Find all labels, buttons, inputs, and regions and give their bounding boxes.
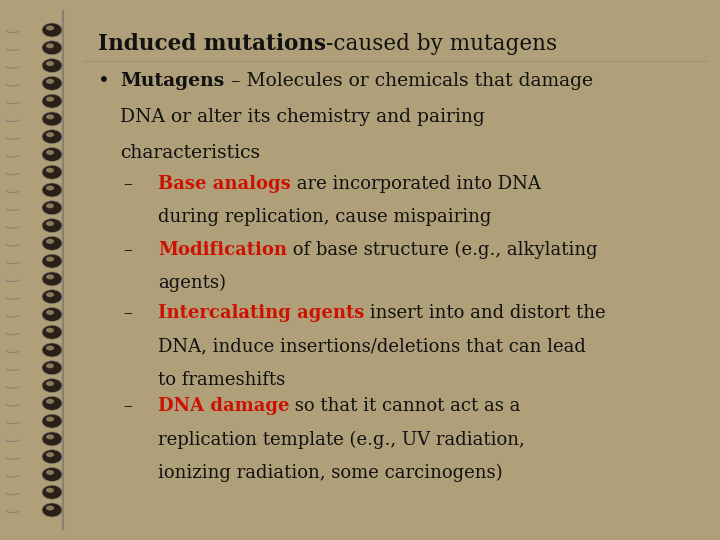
Text: •: • xyxy=(99,71,110,91)
Ellipse shape xyxy=(42,485,62,499)
Ellipse shape xyxy=(46,114,54,119)
Ellipse shape xyxy=(42,396,62,410)
Text: to frameshifts: to frameshifts xyxy=(158,371,285,389)
Text: –: – xyxy=(123,175,132,193)
Ellipse shape xyxy=(46,61,54,66)
Text: insert into and distort the: insert into and distort the xyxy=(364,305,606,322)
Ellipse shape xyxy=(46,256,54,261)
Text: –: – xyxy=(123,397,132,415)
Ellipse shape xyxy=(42,414,62,428)
Ellipse shape xyxy=(42,58,62,72)
Ellipse shape xyxy=(42,165,62,179)
Ellipse shape xyxy=(42,23,62,37)
Ellipse shape xyxy=(46,363,54,368)
Text: ionizing radiation, some carcinogens): ionizing radiation, some carcinogens) xyxy=(158,464,503,482)
Ellipse shape xyxy=(42,219,62,233)
Text: are incorporated into DNA: are incorporated into DNA xyxy=(291,175,541,193)
Text: –: – xyxy=(123,241,132,259)
Text: characteristics: characteristics xyxy=(120,144,261,161)
Ellipse shape xyxy=(46,328,54,333)
Ellipse shape xyxy=(42,325,62,339)
Ellipse shape xyxy=(46,470,54,475)
Ellipse shape xyxy=(46,434,54,440)
Text: DNA, induce insertions/deletions that can lead: DNA, induce insertions/deletions that ca… xyxy=(158,338,585,356)
Ellipse shape xyxy=(46,25,54,30)
Ellipse shape xyxy=(42,289,62,303)
Ellipse shape xyxy=(46,292,54,297)
Ellipse shape xyxy=(42,272,62,286)
Ellipse shape xyxy=(46,417,54,422)
Text: Induced mutations: Induced mutations xyxy=(99,33,326,55)
Ellipse shape xyxy=(42,130,62,144)
Ellipse shape xyxy=(42,379,62,393)
Ellipse shape xyxy=(46,203,54,208)
Text: Mutagens: Mutagens xyxy=(120,71,225,90)
Ellipse shape xyxy=(42,112,62,126)
Ellipse shape xyxy=(42,307,62,321)
Ellipse shape xyxy=(42,432,62,446)
Ellipse shape xyxy=(42,450,62,464)
Text: of base structure (e.g., alkylating: of base structure (e.g., alkylating xyxy=(287,241,598,259)
Text: Modification: Modification xyxy=(158,241,287,259)
Ellipse shape xyxy=(46,43,54,48)
Ellipse shape xyxy=(42,361,62,375)
Ellipse shape xyxy=(46,239,54,244)
Ellipse shape xyxy=(46,310,54,315)
Ellipse shape xyxy=(42,237,62,251)
Ellipse shape xyxy=(42,94,62,108)
Ellipse shape xyxy=(46,221,54,226)
Text: so that it cannot act as a: so that it cannot act as a xyxy=(289,397,521,415)
Ellipse shape xyxy=(42,76,62,90)
Ellipse shape xyxy=(46,399,54,404)
Text: Intercalating agents: Intercalating agents xyxy=(158,305,364,322)
Ellipse shape xyxy=(46,381,54,386)
Ellipse shape xyxy=(46,132,54,137)
Ellipse shape xyxy=(42,147,62,161)
Text: agents): agents) xyxy=(158,274,226,293)
Text: Base analogs: Base analogs xyxy=(158,175,291,193)
Text: –: – xyxy=(123,305,132,322)
Ellipse shape xyxy=(42,468,62,482)
Text: -caused by mutagens: -caused by mutagens xyxy=(326,33,557,55)
Text: DNA or alter its chemistry and pairing: DNA or alter its chemistry and pairing xyxy=(120,107,485,125)
Ellipse shape xyxy=(42,254,62,268)
Text: – Molecules or chemicals that damage: – Molecules or chemicals that damage xyxy=(225,71,593,90)
Ellipse shape xyxy=(46,150,54,155)
Ellipse shape xyxy=(46,488,54,492)
Text: DNA damage: DNA damage xyxy=(158,397,289,415)
Ellipse shape xyxy=(46,274,54,279)
Ellipse shape xyxy=(46,79,54,84)
Ellipse shape xyxy=(42,343,62,357)
Ellipse shape xyxy=(42,41,62,55)
Ellipse shape xyxy=(46,505,54,510)
Ellipse shape xyxy=(42,183,62,197)
Ellipse shape xyxy=(42,201,62,215)
Text: during replication, cause mispairing: during replication, cause mispairing xyxy=(158,208,491,226)
Ellipse shape xyxy=(46,168,54,173)
Ellipse shape xyxy=(46,452,54,457)
Text: replication template (e.g., UV radiation,: replication template (e.g., UV radiation… xyxy=(158,430,525,449)
Ellipse shape xyxy=(46,346,54,350)
Ellipse shape xyxy=(46,97,54,102)
Ellipse shape xyxy=(42,503,62,517)
Ellipse shape xyxy=(46,186,54,191)
